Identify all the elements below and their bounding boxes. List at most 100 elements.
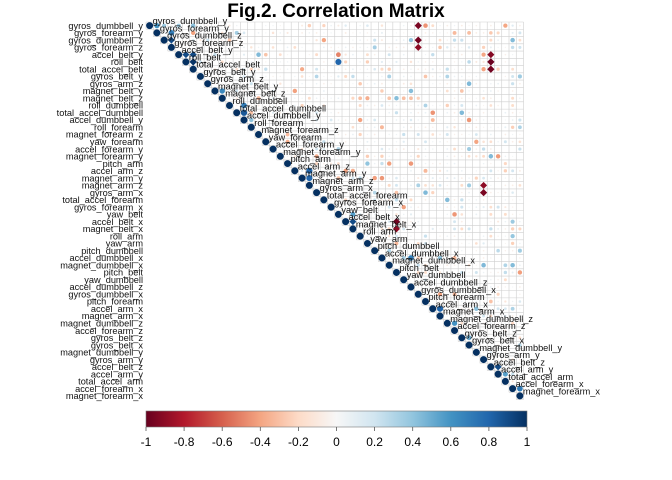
corr-cell [453,206,456,208]
corr-cell-diagonal [255,131,263,139]
corr-cell [474,306,479,311]
corr-cell [366,213,369,216]
corr-cell [519,380,521,382]
corr-cell [388,148,391,150]
corr-cell [460,300,463,303]
diagonal-label: magnet_belt_x [356,219,417,229]
corr-cell [482,271,485,274]
corr-cell [337,46,340,49]
corr-cell [402,249,405,252]
diagonal-label: accel_dumbbell_z [414,277,488,287]
row-label: magnet_forearm_x [66,391,144,401]
corr-cell [439,199,441,201]
corr-cell [381,97,383,99]
corr-cell [497,220,500,223]
diagonal-label: yaw_dumbbell [407,270,466,280]
corr-cell [511,74,515,78]
corr-cell [423,190,428,195]
corr-cell [423,234,428,238]
corr-cell [373,82,376,85]
corr-cell-diagonal [284,160,292,168]
corr-cell [504,133,507,136]
corr-cell [242,75,246,78]
corr-cell [453,24,456,27]
diagonal-label: gyros_arm_x [320,183,374,193]
corr-cell [322,147,326,151]
diagonal-label: pitch_belt [399,263,439,273]
diagonal-label: roll_forearm [254,118,303,128]
corr-cell [446,141,449,143]
corr-cell [481,262,486,268]
corr-cell [336,176,341,180]
corr-cell [242,67,246,71]
corr-cell [487,58,495,66]
corr-cell [286,126,289,129]
colorbar-tick-label: -1 [141,435,152,449]
corr-cell [490,24,492,27]
corr-cell-diagonal [305,181,313,189]
corr-cell [301,155,304,158]
corr-cell [403,90,405,92]
row-label: gyros_forearm_z [74,43,143,53]
corr-cell [279,82,282,85]
corr-cell [337,184,340,186]
colorbar-tick-label: -0.2 [288,435,309,449]
corr-cell [416,256,420,260]
corr-cell [306,175,313,182]
corr-cell [461,46,463,49]
corr-cell-diagonal [451,327,459,335]
diagonal-label: magnet_dumbbell_z [450,314,533,324]
corr-cell [271,97,275,100]
corr-cell [439,206,441,208]
corr-cell [300,103,304,108]
corr-cell [495,154,501,159]
corr-cell [381,82,383,85]
corr-cell [511,206,514,208]
corr-cell [358,103,362,108]
corr-cell [416,263,420,267]
corr-cell [352,46,354,49]
corr-cell [511,329,514,332]
corr-cell [265,24,267,27]
corr-cell [467,263,471,267]
corr-cell [519,97,521,100]
corr-cell [214,75,216,78]
corr-cell [272,75,274,78]
corr-cell [482,90,485,92]
corr-cell [503,270,508,275]
corr-cell [414,36,422,44]
row-label: pitch_belt [104,268,144,278]
corr-cell [497,177,499,179]
corr-cell-diagonal [356,232,364,240]
corr-cell [446,213,449,216]
corr-cell [315,32,318,34]
corr-cell [191,30,196,36]
corr-cell [294,83,296,85]
corr-cell [511,24,514,27]
corr-cell [453,315,456,317]
corr-cell [453,111,456,114]
corr-cell [468,199,470,201]
corr-cell [358,132,362,137]
corr-cell [475,278,478,281]
corr-cell [437,292,443,297]
corr-cell [410,24,412,27]
row-label: roll_belt [111,57,144,67]
chart-title: Fig.2. Correlation Matrix [227,1,445,22]
corr-cell [446,155,449,158]
corr-cell [301,90,303,92]
corr-cell [489,31,493,35]
corr-cell [315,67,319,71]
corr-cell [351,96,355,100]
row-label: magnet_belt_z [83,93,144,103]
corr-cell [497,141,499,143]
corr-cell [395,148,398,150]
corr-cell [475,31,478,34]
corr-cell [518,38,522,42]
corr-cell [489,46,492,49]
corr-cell [286,54,289,56]
corr-cell [446,148,449,150]
corr-cell [497,170,499,172]
corr-cell [504,191,507,194]
corr-cell [336,162,340,165]
